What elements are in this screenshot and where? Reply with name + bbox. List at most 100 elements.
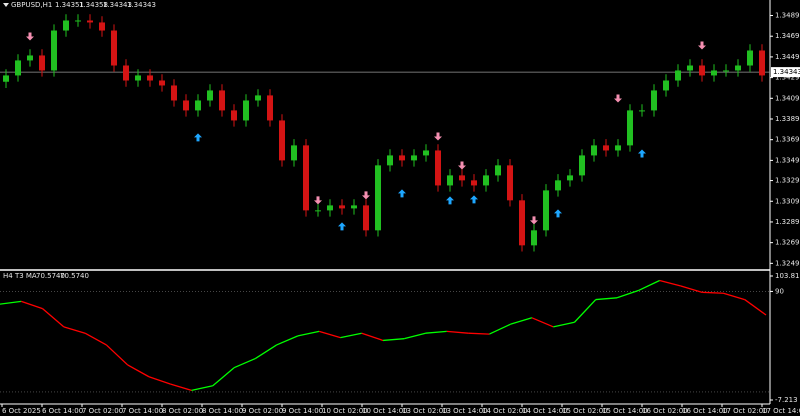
buy-arrow <box>446 196 454 205</box>
quote-open: 1.34351 <box>55 1 84 9</box>
buy-arrow <box>194 133 202 142</box>
candle-body <box>291 145 297 161</box>
candle-body <box>603 145 609 151</box>
x-tick-label: 9 Oct 02:00 <box>242 407 283 415</box>
indicator-segment <box>297 330 320 337</box>
candle-body <box>171 85 177 101</box>
x-tick-label: 6 Oct 14:00 <box>42 407 83 415</box>
indicator-segment <box>148 376 171 385</box>
candle-body <box>555 180 561 191</box>
sell-arrow <box>530 216 538 225</box>
candle-body <box>747 50 753 66</box>
quote-close: 1.34343 <box>127 1 156 9</box>
indicator-segment <box>446 330 469 334</box>
y-tick-label: 1.32895 <box>775 218 800 226</box>
candle-body <box>279 120 285 161</box>
indicator-segment <box>84 332 107 346</box>
y-tick-label: 1.33890 <box>775 115 800 123</box>
x-tick-label: 8 Oct 14:00 <box>202 407 243 415</box>
indicator-segment <box>510 317 533 325</box>
candle-body <box>327 205 333 211</box>
sell-arrow <box>314 196 322 205</box>
candle-body <box>87 20 93 23</box>
x-tick-label: 8 Oct 02:00 <box>162 407 203 415</box>
candle-body <box>687 65 693 71</box>
candle-body <box>735 65 741 71</box>
candle-body <box>27 55 33 61</box>
quote-high: 1.34358 <box>79 1 108 9</box>
indicator-segment <box>659 279 682 287</box>
candle-body <box>663 80 669 91</box>
x-tick-label: 10 Oct 14:00 <box>362 407 408 415</box>
candle-body <box>75 20 81 22</box>
x-tick-label: 16 Oct 14:00 <box>682 407 728 415</box>
x-tick-label: 17 Oct 14:00 <box>762 407 800 415</box>
candle-body <box>399 155 405 161</box>
indicator-segment <box>489 323 511 335</box>
y-tick-label: 1.34290 <box>775 74 800 82</box>
last-price-box <box>771 67 800 78</box>
candle-body <box>615 145 621 151</box>
candle-body <box>483 175 489 186</box>
candle-body <box>99 22 105 31</box>
symbol-menu-icon[interactable] <box>3 3 9 7</box>
indicator-readout: 70.5740 <box>60 272 89 280</box>
y-tick-label: 1.33490 <box>775 156 800 164</box>
last-price-label: 1.34343 <box>773 68 800 76</box>
indicator-segment <box>616 289 639 299</box>
candle-body <box>51 30 57 71</box>
quote-low: 1.34343 <box>103 1 132 9</box>
sell-arrow <box>434 132 442 141</box>
candle-body <box>495 165 501 176</box>
indicator-segment <box>361 332 384 342</box>
indicator-segment <box>531 317 554 328</box>
x-tick-label: 7 Oct 14:00 <box>122 407 163 415</box>
sell-arrow <box>26 32 34 41</box>
indicator-segment <box>63 326 86 334</box>
indicator-segment <box>127 364 150 378</box>
indicator-segment <box>276 335 299 346</box>
y-tick-label: 1.34090 <box>775 94 800 102</box>
candle-body <box>39 55 45 71</box>
x-tick-label: 14 Oct 02:00 <box>482 407 528 415</box>
y-tick-label: -7.213 <box>775 396 798 404</box>
indicator-segment <box>21 300 43 310</box>
indicator-segment <box>170 383 192 392</box>
candle-body <box>567 175 573 181</box>
candle-body <box>711 70 717 76</box>
indicator-segment <box>233 357 256 369</box>
indicator-segment <box>382 338 405 342</box>
y-tick-label: 1.33295 <box>775 177 800 185</box>
candle-body <box>3 75 9 82</box>
candle-body <box>519 200 525 246</box>
x-tick-label: 10 Oct 02:00 <box>322 407 368 415</box>
candle-body <box>111 30 117 66</box>
symbol: GBPUSD,H1 <box>11 1 52 9</box>
y-tick-label: 1.33095 <box>775 197 800 205</box>
candle-body <box>543 190 549 231</box>
candle-body <box>207 90 213 101</box>
indicator-segment <box>744 299 767 316</box>
candle-body <box>303 145 309 211</box>
x-tick-label: 15 Oct 02:00 <box>562 407 608 415</box>
x-tick-label: 6 Oct 2025 <box>2 407 41 415</box>
x-tick-label: 13 Oct 14:00 <box>442 407 488 415</box>
candle-body <box>387 155 393 166</box>
candle-body <box>675 70 681 81</box>
x-tick-label: 7 Oct 02:00 <box>82 407 123 415</box>
buy-arrow <box>398 189 406 198</box>
indicator-segment <box>42 308 65 328</box>
candle-body <box>723 70 729 72</box>
candle-body <box>219 90 225 111</box>
indicator-segment <box>0 300 22 305</box>
candle-body <box>315 210 321 212</box>
y-tick-label: 103.815 <box>775 272 800 280</box>
buy-arrow <box>470 195 478 204</box>
indicator-segment <box>553 321 575 328</box>
candle-body <box>627 110 633 146</box>
y-tick-label: 1.34490 <box>775 53 800 61</box>
indicator-segment <box>340 332 362 339</box>
y-tick-label: 90 <box>775 287 784 295</box>
indicator-segment <box>680 285 703 293</box>
